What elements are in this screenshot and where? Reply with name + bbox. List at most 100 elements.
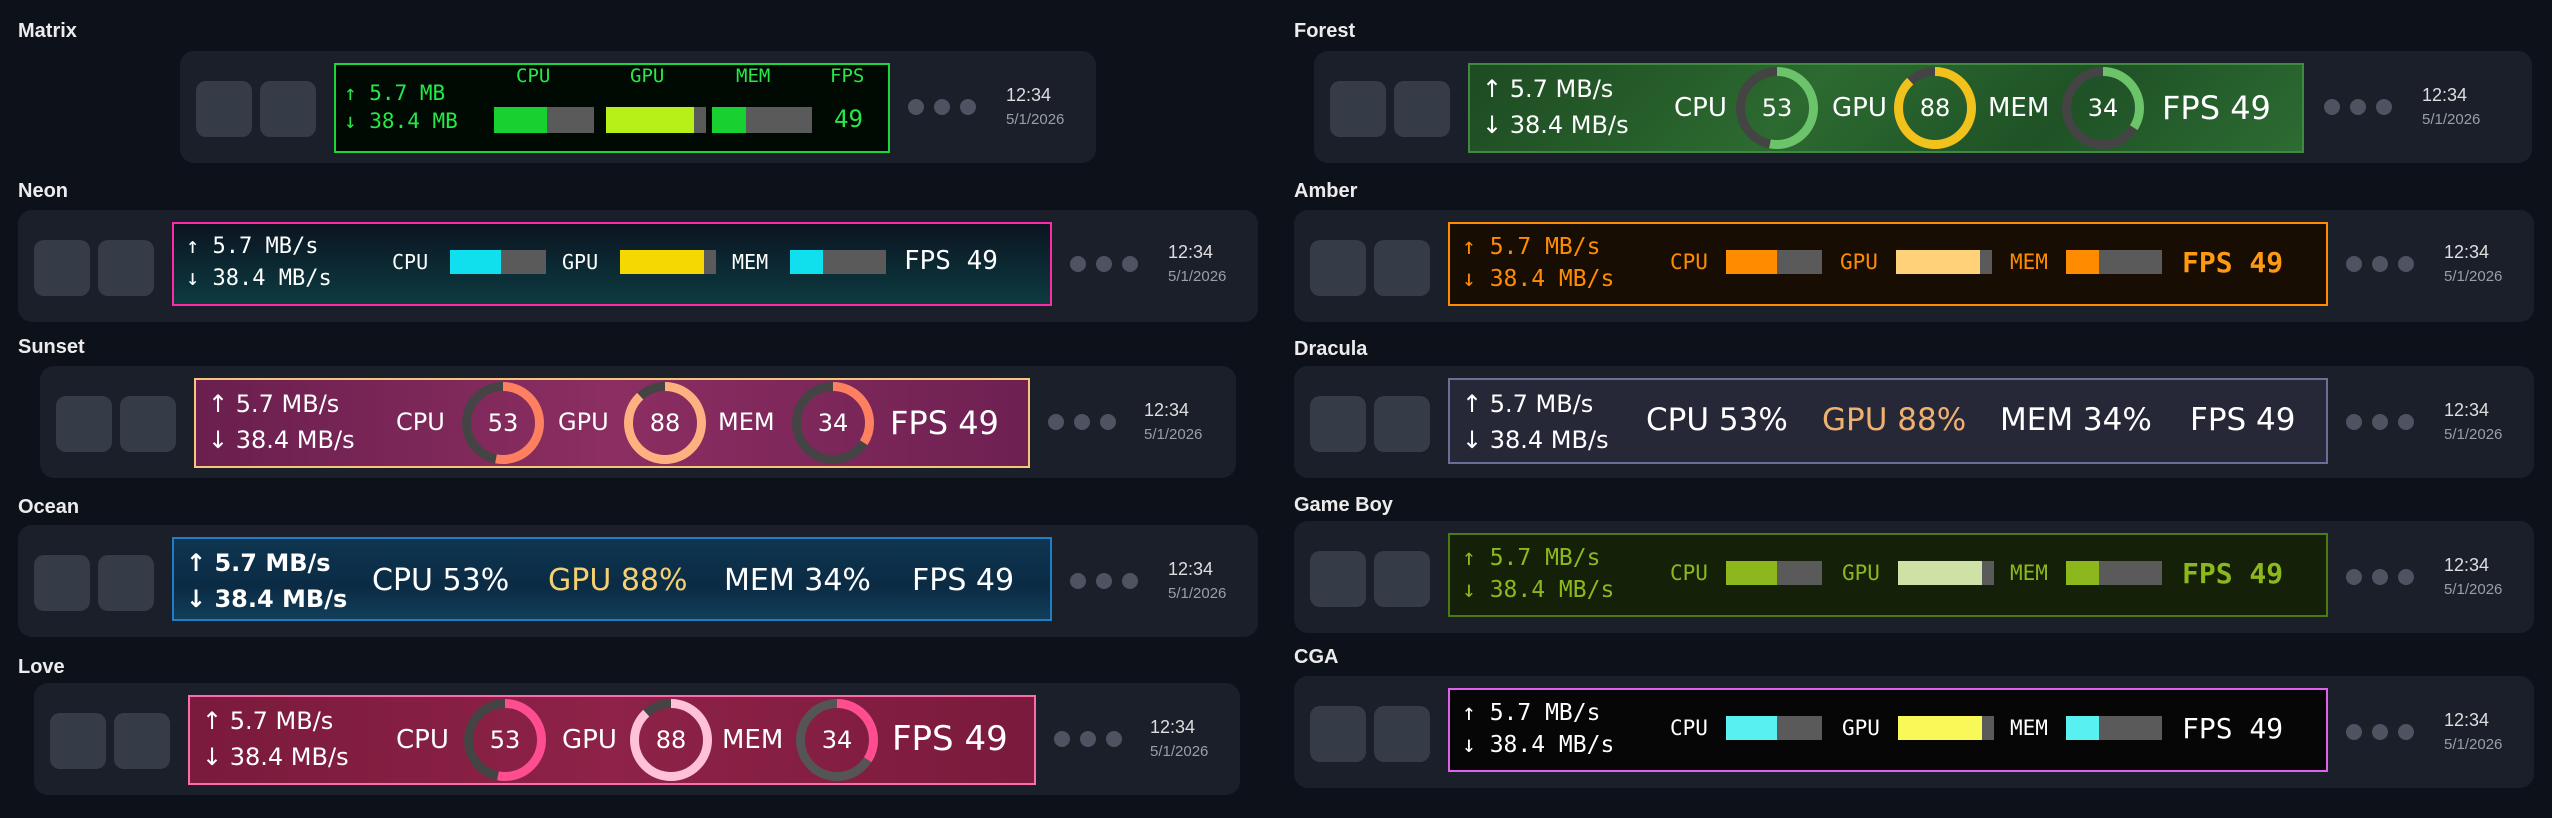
tray-dot[interactable] xyxy=(1054,731,1070,747)
tray-dot[interactable] xyxy=(2324,99,2340,115)
gpu-label: GPU xyxy=(1840,250,1878,274)
tray-dot[interactable] xyxy=(960,99,976,115)
tray-dot[interactable] xyxy=(1080,731,1096,747)
cpu-display: CPU 53% xyxy=(372,563,510,598)
gauge-arc xyxy=(624,382,706,464)
tray-dot[interactable] xyxy=(2398,724,2414,740)
gauge-ring xyxy=(796,699,878,781)
stats-widget-dracula[interactable]: ↑ 5.7 MB/s ↓ 38.4 MB/s CPU 53% GPU 88% M… xyxy=(1448,378,2328,464)
tray-dot[interactable] xyxy=(1122,256,1138,272)
taskbar-button[interactable] xyxy=(1374,706,1430,762)
tray-dot[interactable] xyxy=(2372,414,2388,430)
taskbar-button[interactable] xyxy=(1374,240,1430,296)
tray-dot[interactable] xyxy=(2346,569,2362,585)
tray-dot[interactable] xyxy=(1096,256,1112,272)
stats-widget-neon[interactable]: ↑ 5.7 MB/s ↓ 38.4 MB/s CPU GPU MEM FPS 4… xyxy=(172,222,1052,306)
gauge-arc xyxy=(2062,67,2144,149)
taskbar-button[interactable] xyxy=(1310,396,1366,452)
upload-speed: ↑ 5.7 MB/s xyxy=(202,707,334,735)
tray-dot[interactable] xyxy=(908,99,924,115)
cpu-label: CPU xyxy=(1670,716,1708,740)
stats-widget-cga[interactable]: ↑ 5.7 MB/s ↓ 38.4 MB/s CPU GPU MEM FPS 4… xyxy=(1448,688,2328,772)
taskbar-button[interactable] xyxy=(260,81,316,137)
cpu-gauge: 53 xyxy=(464,699,546,781)
stats-widget-amber[interactable]: ↑ 5.7 MB/s ↓ 38.4 MB/s CPU GPU MEM FPS 4… xyxy=(1448,222,2328,306)
tray-dot[interactable] xyxy=(2398,256,2414,272)
cpu-value: 53 xyxy=(489,726,521,754)
clock-date: 5/1/2026 xyxy=(2444,426,2503,443)
download-speed: ↓ 38.4 MB/s xyxy=(1462,577,1615,603)
mem-display: MEM 34% xyxy=(2000,402,2152,438)
taskbar-button[interactable] xyxy=(34,240,90,296)
tray-dot[interactable] xyxy=(1048,414,1064,430)
taskbar-button[interactable] xyxy=(1310,706,1366,762)
stats-widget-ocean[interactable]: ↑ 5.7 MB/s ↓ 38.4 MB/s CPU 53% GPU 88% M… xyxy=(172,537,1052,621)
tray-dot[interactable] xyxy=(934,99,950,115)
mem-label: MEM xyxy=(718,408,775,436)
gpu-value: 88 xyxy=(649,409,681,437)
download-speed: ↓ 38.4 MB/s xyxy=(1482,111,1629,139)
tray-dot[interactable] xyxy=(1106,731,1122,747)
clock-date: 5/1/2026 xyxy=(1006,111,1065,128)
clock-time: 12:34 xyxy=(2444,555,2490,575)
theme-label-dracula: Dracula xyxy=(1294,338,1368,360)
taskbar-button[interactable] xyxy=(1374,396,1430,452)
stats-widget-forest[interactable]: ↑ 5.7 MB/s ↓ 38.4 MB/s CPU 53 GPU 88 MEM… xyxy=(1468,63,2304,153)
gauge-arc xyxy=(464,699,546,781)
tray-dot[interactable] xyxy=(1096,573,1112,589)
cpu-gauge: 53 xyxy=(1736,67,1818,149)
tray-dot[interactable] xyxy=(1074,414,1090,430)
tray-dot[interactable] xyxy=(2372,724,2388,740)
stats-widget-sunset[interactable]: ↑ 5.7 MB/s ↓ 38.4 MB/s CPU 53 GPU 88 MEM… xyxy=(194,378,1030,468)
tray-dot[interactable] xyxy=(2346,724,2362,740)
tray-dot[interactable] xyxy=(1122,573,1138,589)
mem-label: MEM xyxy=(2010,250,2048,274)
fps-display: FPS 49 xyxy=(2182,246,2284,279)
gpu-label: GPU xyxy=(562,725,617,755)
cpu-label: CPU xyxy=(516,65,551,87)
tray-dot[interactable] xyxy=(2398,414,2414,430)
taskbar-button[interactable] xyxy=(196,81,252,137)
taskbar-button[interactable] xyxy=(1330,81,1386,137)
taskbar-button[interactable] xyxy=(50,713,106,769)
taskbar-button[interactable] xyxy=(56,396,112,452)
download-speed: ↓ 38.4 MB/s xyxy=(1462,732,1615,758)
tray-dot[interactable] xyxy=(2376,99,2392,115)
clock-time: 12:34 xyxy=(1150,717,1196,737)
taskbar-button[interactable] xyxy=(1310,551,1366,607)
cpu-bar xyxy=(1726,561,1822,585)
download-speed: ↓ 38.4 MB/s xyxy=(186,266,332,291)
fps-display: FPS 49 xyxy=(2190,402,2296,438)
clock-time: 12:34 xyxy=(2444,400,2490,420)
stats-widget-matrix[interactable]: ↑ 5.7 MB ↓ 38.4 MB CPU GPU MEM FPS 49 xyxy=(334,63,890,153)
gauge-ring xyxy=(2062,67,2144,149)
clock-date: 5/1/2026 xyxy=(2422,111,2481,128)
tray-dot[interactable] xyxy=(2398,569,2414,585)
taskbar-button[interactable] xyxy=(114,713,170,769)
taskbar-button[interactable] xyxy=(34,555,90,611)
tray-dot[interactable] xyxy=(2372,569,2388,585)
tray-dot[interactable] xyxy=(2346,256,2362,272)
stats-widget-gameboy[interactable]: ↑ 5.7 MB/s ↓ 38.4 MB/s CPU GPU MEM FPS 4… xyxy=(1448,533,2328,617)
tray-dot[interactable] xyxy=(1100,414,1116,430)
tray-dot[interactable] xyxy=(1070,573,1086,589)
taskbar-button[interactable] xyxy=(1394,81,1450,137)
gpu-display: GPU 88% xyxy=(1822,402,1967,438)
tray-dot[interactable] xyxy=(2372,256,2388,272)
gpu-value: 88 xyxy=(655,726,687,754)
theme-label-neon: Neon xyxy=(18,180,68,202)
taskbar-button[interactable] xyxy=(1310,240,1366,296)
taskbar-button[interactable] xyxy=(1374,551,1430,607)
taskbar-button[interactable] xyxy=(98,240,154,296)
theme-label-cga: CGA xyxy=(1294,646,1339,668)
tray-dot[interactable] xyxy=(1070,256,1086,272)
clock-time: 12:34 xyxy=(2444,242,2490,262)
taskbar-button[interactable] xyxy=(98,555,154,611)
taskbar-button[interactable] xyxy=(120,396,176,452)
tray-dot[interactable] xyxy=(2346,414,2362,430)
gpu-bar xyxy=(1898,561,1994,585)
stats-widget-love[interactable]: ↑ 5.7 MB/s ↓ 38.4 MB/s CPU 53 GPU 88 MEM… xyxy=(188,695,1036,785)
tray-dot[interactable] xyxy=(2350,99,2366,115)
fps-display: FPS 49 xyxy=(2182,557,2284,590)
clock-date: 5/1/2026 xyxy=(2444,736,2503,753)
